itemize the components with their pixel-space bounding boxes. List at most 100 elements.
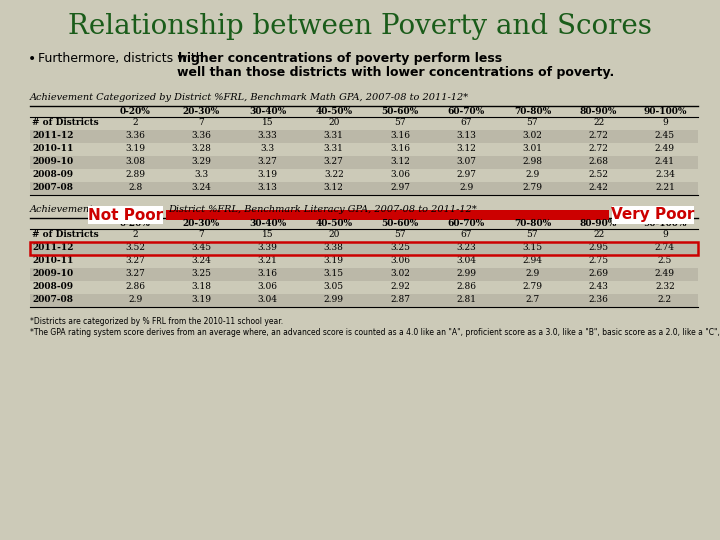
Text: 3.02: 3.02 bbox=[523, 131, 542, 140]
Text: 3.38: 3.38 bbox=[324, 243, 343, 252]
Text: well than those districts with lower concentrations of poverty.: well than those districts with lower con… bbox=[177, 66, 614, 79]
Text: 2.36: 2.36 bbox=[589, 295, 608, 304]
Text: 2.32: 2.32 bbox=[655, 282, 675, 291]
Bar bbox=[30, 294, 698, 307]
Text: 2011-12: 2011-12 bbox=[32, 243, 73, 252]
Text: 2008-09: 2008-09 bbox=[32, 282, 73, 291]
Text: 2007-08: 2007-08 bbox=[32, 295, 73, 304]
Text: 3.08: 3.08 bbox=[125, 157, 145, 166]
Bar bbox=[30, 156, 698, 169]
Text: 2.99: 2.99 bbox=[324, 295, 343, 304]
Text: 22: 22 bbox=[593, 118, 604, 127]
Text: 3.21: 3.21 bbox=[258, 256, 277, 265]
Text: 9: 9 bbox=[662, 118, 667, 127]
Text: 2.68: 2.68 bbox=[589, 157, 608, 166]
Text: 3.25: 3.25 bbox=[390, 243, 410, 252]
Text: 70-80%: 70-80% bbox=[514, 219, 551, 228]
Bar bbox=[88, 206, 163, 224]
Text: 3.19: 3.19 bbox=[258, 170, 277, 179]
Text: 2008-09: 2008-09 bbox=[32, 170, 73, 179]
Text: 2.9: 2.9 bbox=[526, 269, 539, 278]
Text: •: • bbox=[28, 52, 36, 66]
Text: 2.94: 2.94 bbox=[523, 256, 542, 265]
Text: 2.49: 2.49 bbox=[655, 269, 675, 278]
Text: 3.39: 3.39 bbox=[258, 243, 277, 252]
Text: 3.3: 3.3 bbox=[261, 144, 274, 153]
Text: 2.9: 2.9 bbox=[526, 170, 539, 179]
Text: 2.45: 2.45 bbox=[654, 131, 675, 140]
Text: 2010-11: 2010-11 bbox=[32, 144, 73, 153]
Text: 2.75: 2.75 bbox=[589, 256, 608, 265]
Text: 20-30%: 20-30% bbox=[183, 107, 220, 116]
Text: 2.2: 2.2 bbox=[658, 295, 672, 304]
Text: 2.97: 2.97 bbox=[456, 170, 476, 179]
Bar bbox=[30, 242, 698, 255]
Text: 7: 7 bbox=[199, 118, 204, 127]
Text: 3.15: 3.15 bbox=[523, 243, 542, 252]
Text: 2.21: 2.21 bbox=[655, 183, 675, 192]
Text: 70-80%: 70-80% bbox=[514, 107, 551, 116]
Text: 2.97: 2.97 bbox=[390, 183, 410, 192]
Text: 3.36: 3.36 bbox=[192, 131, 211, 140]
Text: Very Poor: Very Poor bbox=[611, 207, 695, 222]
Text: 20: 20 bbox=[328, 118, 339, 127]
Text: 30-40%: 30-40% bbox=[249, 219, 286, 228]
Text: 20: 20 bbox=[328, 230, 339, 239]
Text: 3.27: 3.27 bbox=[125, 269, 145, 278]
Text: 2.43: 2.43 bbox=[589, 282, 608, 291]
Text: 90-100%: 90-100% bbox=[643, 219, 687, 228]
Text: 7: 7 bbox=[199, 230, 204, 239]
Text: Relationship between Poverty and Scores: Relationship between Poverty and Scores bbox=[68, 13, 652, 40]
Text: 2.42: 2.42 bbox=[589, 183, 608, 192]
Text: 3.12: 3.12 bbox=[456, 144, 476, 153]
Text: 0-20%: 0-20% bbox=[120, 219, 150, 228]
Text: 3.24: 3.24 bbox=[192, 256, 211, 265]
Text: 3.45: 3.45 bbox=[192, 243, 212, 252]
Text: 50-60%: 50-60% bbox=[382, 219, 418, 228]
Text: 2.69: 2.69 bbox=[589, 269, 608, 278]
Text: Furthermore, districts with: Furthermore, districts with bbox=[38, 52, 207, 65]
Text: *The GPA rating system score derives from an average where, an advanced score is: *The GPA rating system score derives fro… bbox=[30, 328, 720, 337]
Text: 3.01: 3.01 bbox=[523, 144, 542, 153]
Text: 3.05: 3.05 bbox=[324, 282, 344, 291]
Text: 3.02: 3.02 bbox=[390, 269, 410, 278]
Text: 3.3: 3.3 bbox=[194, 170, 208, 179]
Text: 2010-11: 2010-11 bbox=[32, 256, 73, 265]
Text: 3.06: 3.06 bbox=[390, 170, 410, 179]
Text: 3.27: 3.27 bbox=[324, 157, 343, 166]
Text: 3.13: 3.13 bbox=[258, 183, 277, 192]
Text: 2.92: 2.92 bbox=[390, 282, 410, 291]
Text: 2: 2 bbox=[132, 118, 138, 127]
Text: 3.31: 3.31 bbox=[324, 144, 343, 153]
Bar bbox=[612, 206, 694, 224]
Text: *Districts are categorized by % FRL from the 2010-11 school year.: *Districts are categorized by % FRL from… bbox=[30, 317, 283, 326]
Text: 3.16: 3.16 bbox=[258, 269, 277, 278]
Text: 90-100%: 90-100% bbox=[643, 107, 687, 116]
Text: 3.23: 3.23 bbox=[456, 243, 476, 252]
Text: 57: 57 bbox=[394, 118, 406, 127]
Text: 2.72: 2.72 bbox=[589, 144, 608, 153]
Text: 15: 15 bbox=[262, 230, 274, 239]
Text: 2.86: 2.86 bbox=[125, 282, 145, 291]
Bar bbox=[30, 268, 698, 281]
Text: 2011-12: 2011-12 bbox=[32, 131, 73, 140]
Text: 3.04: 3.04 bbox=[456, 256, 476, 265]
Text: 67: 67 bbox=[461, 230, 472, 239]
Text: 2.72: 2.72 bbox=[589, 131, 608, 140]
Text: 57: 57 bbox=[526, 118, 539, 127]
Text: 2.86: 2.86 bbox=[456, 282, 476, 291]
Text: 15: 15 bbox=[262, 118, 274, 127]
Text: 3.18: 3.18 bbox=[192, 282, 212, 291]
Text: 3.12: 3.12 bbox=[324, 183, 343, 192]
Text: 2.95: 2.95 bbox=[589, 243, 608, 252]
Text: 2.79: 2.79 bbox=[523, 183, 542, 192]
Text: 2.74: 2.74 bbox=[655, 243, 675, 252]
Text: 2.98: 2.98 bbox=[523, 157, 542, 166]
Text: 3.29: 3.29 bbox=[192, 157, 211, 166]
Bar bbox=[30, 182, 698, 195]
Text: 3.19: 3.19 bbox=[125, 144, 145, 153]
Text: 57: 57 bbox=[394, 230, 406, 239]
Text: 3.12: 3.12 bbox=[390, 157, 410, 166]
Text: 3.06: 3.06 bbox=[258, 282, 277, 291]
Text: 2.99: 2.99 bbox=[456, 269, 476, 278]
